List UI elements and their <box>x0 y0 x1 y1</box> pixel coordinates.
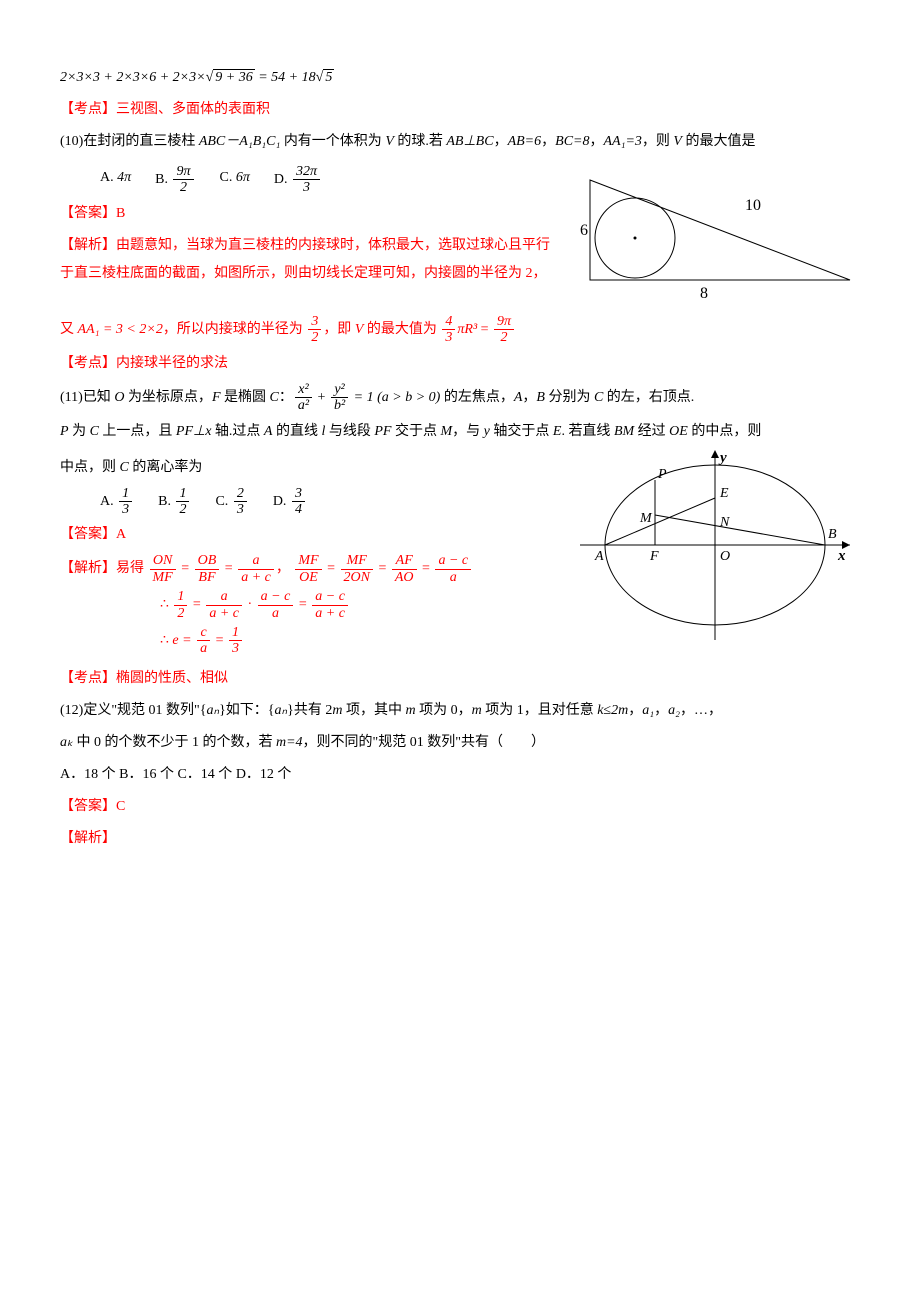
label-x: x <box>837 548 846 564</box>
label-M: M <box>639 511 653 526</box>
q11-answer: 【答案】A <box>60 521 560 549</box>
q10-stem: (10)在封闭的直三棱柱 ABC－A₁B₁C₁ 内有一个体积为 V 的球.若 A… <box>60 128 860 156</box>
q10-jiexi-1: 【解析】由题意知，当球为直三棱柱的内接球时，体积最大，选取过球心且平行于直三棱柱… <box>60 232 560 288</box>
q12-stem-1: (12)定义"规范 01 数列"{aₙ}如下：{aₙ}共有 2m 项，其中 m … <box>60 697 860 725</box>
q11-stem-2: P 为 C 上一点，且 PF⊥x 轴.过点 A 的直线 l 与线段 PF 交于点… <box>60 418 860 446</box>
q11-kaodian: 【考点】椭圆的性质、相似 <box>60 665 860 693</box>
q11-jiexi-2: ∴ 12 = aa + c · a − ca = a − ca + c <box>60 589 560 621</box>
q10-options: A. 4π B. 9π2 C. 6π D. 32π3 <box>60 164 560 196</box>
kaodian-label: 【考点】 <box>60 102 116 117</box>
q11-options: A. 13 B. 12 C. 23 D. 34 <box>60 486 560 518</box>
q11-opt-a: A. 13 <box>100 486 134 518</box>
kaodian-text: 三视图、多面体的表面积 <box>116 102 270 117</box>
q10-opt-c: C. 6π <box>220 164 250 196</box>
q11-stem-1: (11)已知 O 为坐标原点，F 是椭圆 C：x²a² + y²b² = 1 (… <box>60 382 860 414</box>
label-10: 10 <box>745 197 761 214</box>
q12-jiexi: 【解析】 <box>60 825 860 853</box>
q10-jiexi-2: 又 AA₁ = 3 < 2×2，所以内接球的半径为 32，即 V 的最大值为 4… <box>60 314 860 346</box>
q10-opt-b: B. 9π2 <box>155 164 195 196</box>
label-B: B <box>828 527 837 542</box>
q12-answer: 【答案】C <box>60 793 860 821</box>
q10-opt-a: A. 4π <box>100 164 131 196</box>
triangle-incircle-diagram: 6 8 10 <box>580 160 860 310</box>
label-E: E <box>719 486 729 501</box>
label-F: F <box>649 549 659 564</box>
q11-stem-3: 中点，则 C 的离心率为 <box>60 454 560 482</box>
q9-formula: 2×3×3 + 2×3×6 + 2×3×√9 + 36 = 54 + 18√5 <box>60 64 860 92</box>
label-O: O <box>720 549 730 564</box>
q10-figure: 6 8 10 <box>580 160 860 310</box>
label-A: A <box>594 549 604 564</box>
q10-kaodian: 【考点】内接球半径的求法 <box>60 350 860 378</box>
q10-opt-d: D. 32π3 <box>274 164 322 196</box>
q9-kaodian: 【考点】三视图、多面体的表面积 <box>60 96 860 124</box>
label-6: 6 <box>580 222 588 239</box>
label-y: y <box>718 450 727 466</box>
q11-opt-c: C. 23 <box>215 486 248 518</box>
q10-answer: 【答案】B <box>60 200 560 228</box>
label-8: 8 <box>700 285 708 302</box>
q11-figure: A B F O P M E N x y <box>580 450 860 650</box>
q12-stem-2: aₖ 中 0 的个数不少于 1 的个数，若 m=4，则不同的"规范 01 数列"… <box>60 729 860 757</box>
q11-opt-d: D. 34 <box>273 486 307 518</box>
q11-jiexi-1: 【解析】易得 ONMF = OBBF = aa + c， MFOE = MF2O… <box>60 553 560 585</box>
label-N: N <box>719 515 730 530</box>
label-P: P <box>657 467 667 482</box>
q11-opt-b: B. 12 <box>158 486 191 518</box>
ellipse-diagram: A B F O P M E N x y <box>580 450 860 650</box>
q11-jiexi-3: ∴ e = ca = 13 <box>60 625 560 657</box>
q12-options: A．18 个 B．16 个 C．14 个 D．12 个 <box>60 761 860 789</box>
